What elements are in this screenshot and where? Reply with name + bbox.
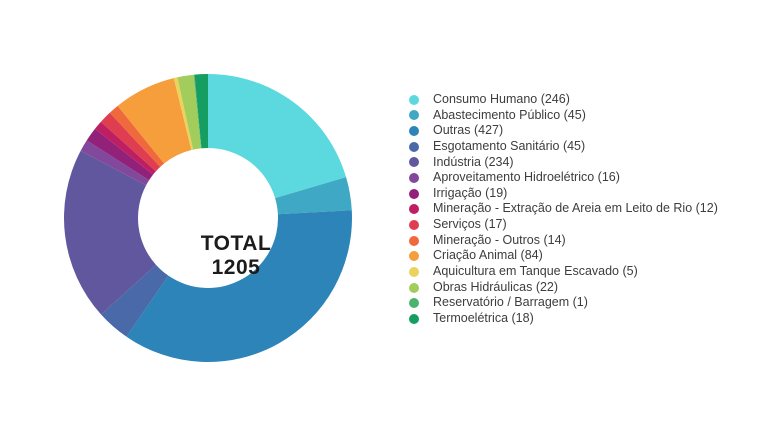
pie-slice-2	[126, 210, 352, 363]
legend-label: Esgotamento Sanitário (45)	[433, 138, 586, 153]
legend-label: Termoelétrica (18)	[433, 310, 534, 325]
legend-color-dot	[409, 219, 419, 230]
legend-item: Serviços (17)	[409, 217, 718, 233]
legend-color-dot	[409, 157, 419, 168]
legend-color-dot	[409, 251, 419, 262]
chart-legend: Consumo Humano (246) Abastecimento Públic…	[409, 92, 718, 327]
legend-item: Criação Animal (84)	[409, 248, 718, 264]
legend-color-dot	[409, 126, 419, 137]
legend-label: Criação Animal (84)	[433, 248, 543, 263]
pie-slice-10	[117, 78, 192, 164]
pie-slice-6	[86, 128, 154, 181]
legend-label: Indústria (234)	[433, 154, 514, 169]
legend-item: Indústria (234)	[409, 155, 718, 171]
pie-slice-12	[177, 74, 202, 150]
pie-slice-9	[109, 105, 165, 167]
legend-label: Aquicultura em Tanque Escavado (5)	[433, 264, 638, 279]
legend-item: Consumo Humano (246)	[409, 92, 718, 108]
legend-color-dot	[409, 266, 419, 277]
pie-slice-8	[100, 112, 161, 172]
legend-item: Esgotamento Sanitário (45)	[409, 139, 718, 155]
legend-item: Termoelétrica (18)	[409, 311, 718, 327]
legend-label: Aproveitamento Hidroelétrico (16)	[433, 170, 620, 185]
pie-slice-4	[63, 150, 157, 315]
pie-slice-5	[80, 140, 150, 186]
legend-item: Obras Hidráulicas (22)	[409, 280, 718, 296]
legend-color-dot	[409, 313, 419, 324]
legend-label: Mineração - Outros (14)	[433, 232, 566, 247]
legend-color-dot	[409, 235, 419, 246]
legend-label: Obras Hidráulicas (22)	[433, 279, 559, 294]
legend-label: Outras (427)	[433, 123, 504, 138]
donut-chart	[63, 73, 352, 363]
pie-slice-1	[275, 177, 352, 215]
legend-label: Irrigação (19)	[433, 185, 508, 200]
legend-color-dot	[409, 298, 419, 309]
legend-label: Reservatório / Barragem (1)	[433, 295, 588, 310]
legend-item: Abastecimento Público (45)	[409, 108, 718, 124]
pie-slice-7	[95, 121, 156, 175]
donut-chart-area: TOTAL 1205	[28, 38, 388, 398]
legend-item: Aproveitamento Hidroelétrico (16)	[409, 170, 718, 186]
legend-color-dot	[409, 173, 419, 184]
legend-color-dot	[409, 94, 419, 105]
legend-label: Abastecimento Público (45)	[433, 107, 586, 122]
legend-color-dot	[409, 204, 419, 215]
legend-color-dot	[409, 110, 419, 121]
legend-item: Reservatório / Barragem (1)	[409, 295, 718, 311]
pie-slice-0	[208, 74, 347, 199]
legend-color-dot	[409, 282, 419, 293]
legend-color-dot	[409, 188, 419, 199]
legend-label: Serviços (17)	[433, 217, 507, 232]
legend-item: Outras (427)	[409, 123, 718, 139]
legend-label: Mineração - Extração de Areia em Leito d…	[433, 201, 718, 216]
pie-slice-13	[193, 74, 202, 149]
chart-center-label: TOTAL 1205	[201, 232, 272, 280]
legend-item: Aquicultura em Tanque Escavado (5)	[409, 264, 718, 280]
pie-slice-11	[173, 77, 194, 150]
legend-label: Consumo Humano (246)	[433, 92, 570, 106]
chart-total-title: TOTAL	[200, 232, 272, 255]
legend-item: Mineração - Extração de Areia em Leito d…	[409, 201, 718, 217]
legend-item: Mineração - Outros (14)	[409, 233, 718, 249]
legend-color-dot	[409, 141, 419, 152]
pie-slice-14	[194, 73, 208, 149]
chart-total-value: 1205	[211, 256, 261, 279]
pie-slice-3	[101, 264, 169, 337]
legend-item: Irrigação (19)	[409, 186, 718, 202]
